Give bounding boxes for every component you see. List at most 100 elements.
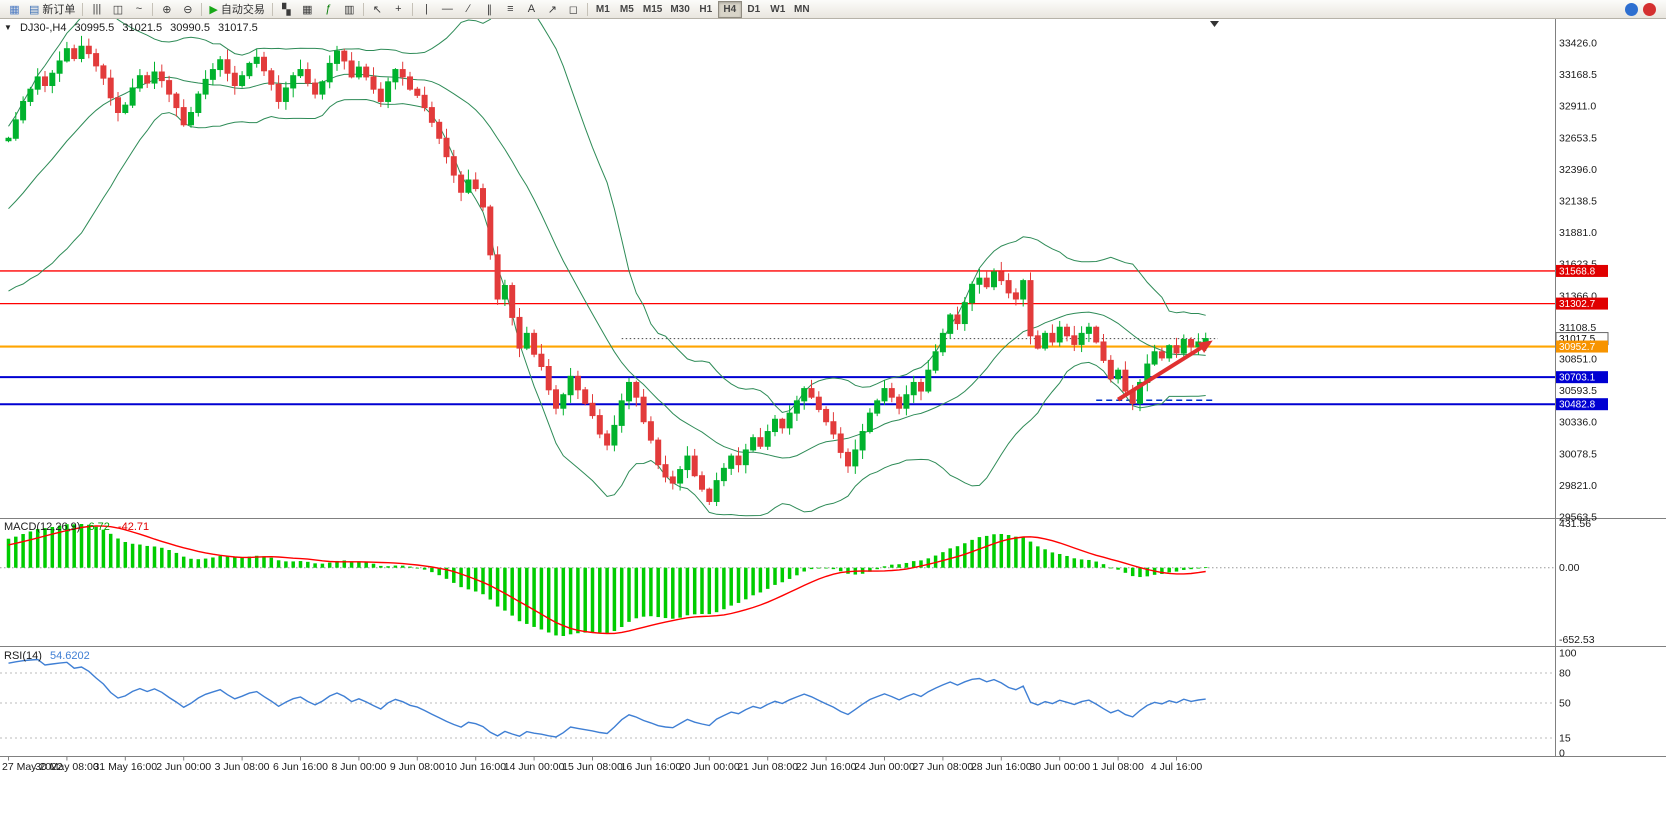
timeframe-h1-button[interactable]: H1 [694,1,718,18]
toolbar-separator [201,2,203,16]
macd-histogram-bar [510,567,514,616]
candle-body [180,107,187,126]
templates-icon[interactable]: ▥ [339,1,360,18]
timeframe-d1-button[interactable]: D1 [742,1,766,18]
chart-window-icon[interactable]: ▦ [4,1,25,18]
macd-histogram-bar [568,567,573,635]
alerts-icon[interactable] [1643,2,1656,16]
candle-body [1122,369,1129,392]
macd-histogram-bar [254,555,259,568]
crosshair-icon[interactable]: + [388,1,409,18]
candle-body [363,66,370,78]
candle-body [1012,292,1019,300]
candle-body [275,83,282,102]
candle-body [428,107,435,123]
candle-body [815,396,822,410]
cursor-icon[interactable]: ↖ [367,1,388,18]
hline-tool-icon[interactable]: — [437,1,458,18]
timeframe-m5-button[interactable]: M5 [615,1,639,18]
trend-arrow[interactable] [1117,340,1213,402]
candle-body [144,75,151,84]
macd-histogram-bar [211,557,215,568]
price-tag-box [1556,264,1608,277]
macd-axis-label: 0.00 [1559,562,1580,574]
timeframe-m15-button[interactable]: M15 [639,1,666,18]
candle-body [925,369,932,392]
candle-body [589,402,596,417]
macd-histogram-bar [87,524,91,568]
timeframe-w1-button[interactable]: W1 [766,1,790,18]
arrows-tool-icon[interactable]: ↗ [542,1,563,18]
zoom-in-icon[interactable]: ⊕ [156,1,177,18]
time-axis-label: 4 Jul 16:00 [1151,761,1203,773]
candle-body [253,56,260,64]
candle-body [538,353,545,368]
new-order-button[interactable]: ▤ 新订单 [25,1,79,18]
macd-histogram-bar [459,567,463,588]
price-tag-label: 31302.7 [1559,299,1596,310]
timeframe-m1-button[interactable]: M1 [591,1,615,18]
timeframe-mn-button[interactable]: MN [790,1,814,18]
timeframe-h4-button[interactable]: H4 [717,0,742,18]
indicators-icon[interactable]: ƒ [318,1,339,18]
time-axis-label: 27 May 2022 [2,761,63,773]
macd-histogram-bar [590,567,595,633]
macd-histogram-bar [561,567,566,636]
candle-body [1049,332,1056,343]
tile-windows-icon[interactable]: ▚ [276,1,297,18]
candle-body [487,206,494,256]
community-icon[interactable] [1625,2,1638,16]
chart-title: ▼ DJ30-,H4 30995.5 31021.5 30990.5 31017… [4,22,263,34]
candlestick-icon[interactable]: ◫ [107,1,128,18]
candle-body [42,76,48,87]
channel-tool-icon[interactable]: ∥ [479,1,500,18]
candle-body [78,45,85,60]
macd-histogram-bar [933,555,938,568]
time-axis-label: 31 May 16:00 [93,761,157,773]
macd-histogram-bar [780,567,785,583]
rsi-line [8,658,1206,738]
zoom-out-icon[interactable]: ⊖ [177,1,198,18]
macd-histogram-bar [50,526,55,568]
candle-body [443,137,450,158]
candle-body [129,87,136,106]
candle-body [677,469,684,484]
candle-body [560,394,567,409]
candle-body [874,400,881,414]
candle-body [1100,341,1107,361]
candle-body [991,271,997,288]
timeframe-m30-button[interactable]: M30 [666,1,693,18]
macd-histogram-bar [992,534,996,568]
time-axis-label: 8 Jun 00:00 [331,761,386,773]
macd-histogram-bar [984,535,989,568]
one-click-trading-icon[interactable]: ▼ [4,23,12,32]
candle-body [750,437,757,451]
shapes-tool-icon[interactable]: ◻ [563,1,584,18]
price-axis-label: 31881.0 [1559,227,1597,239]
line-chart-icon[interactable]: ~ [128,1,149,18]
grid-icon[interactable]: ▦ [297,1,318,18]
toolbar-right [1625,2,1662,16]
fibonacci-tool-icon[interactable]: ≡ [500,1,521,18]
macd-histogram-bar [692,567,697,615]
candle-body [385,81,392,102]
time-axis-label: 28 Jun 16:00 [971,761,1032,773]
vline-tool-icon[interactable]: | [416,1,437,18]
text-tool-icon[interactable]: A [521,1,542,18]
chart-shift-marker[interactable] [1210,21,1219,27]
macd-histogram-bar [1057,553,1062,568]
candle-body [1151,351,1158,365]
candle-body [231,72,238,87]
candle-body [567,375,574,396]
bar-chart-icon[interactable]: ||| [86,1,107,18]
auto-trading-button[interactable]: ▶ 自动交易 [205,1,268,18]
candle-body [472,179,479,190]
macd-histogram-bar [875,567,879,570]
candle-body [188,112,194,126]
trendline-tool-icon[interactable]: ∕ [458,1,479,18]
candle-body [202,78,209,95]
macd-histogram-bar [152,546,157,568]
time-axis-label: 20 Jun 00:00 [679,761,740,773]
